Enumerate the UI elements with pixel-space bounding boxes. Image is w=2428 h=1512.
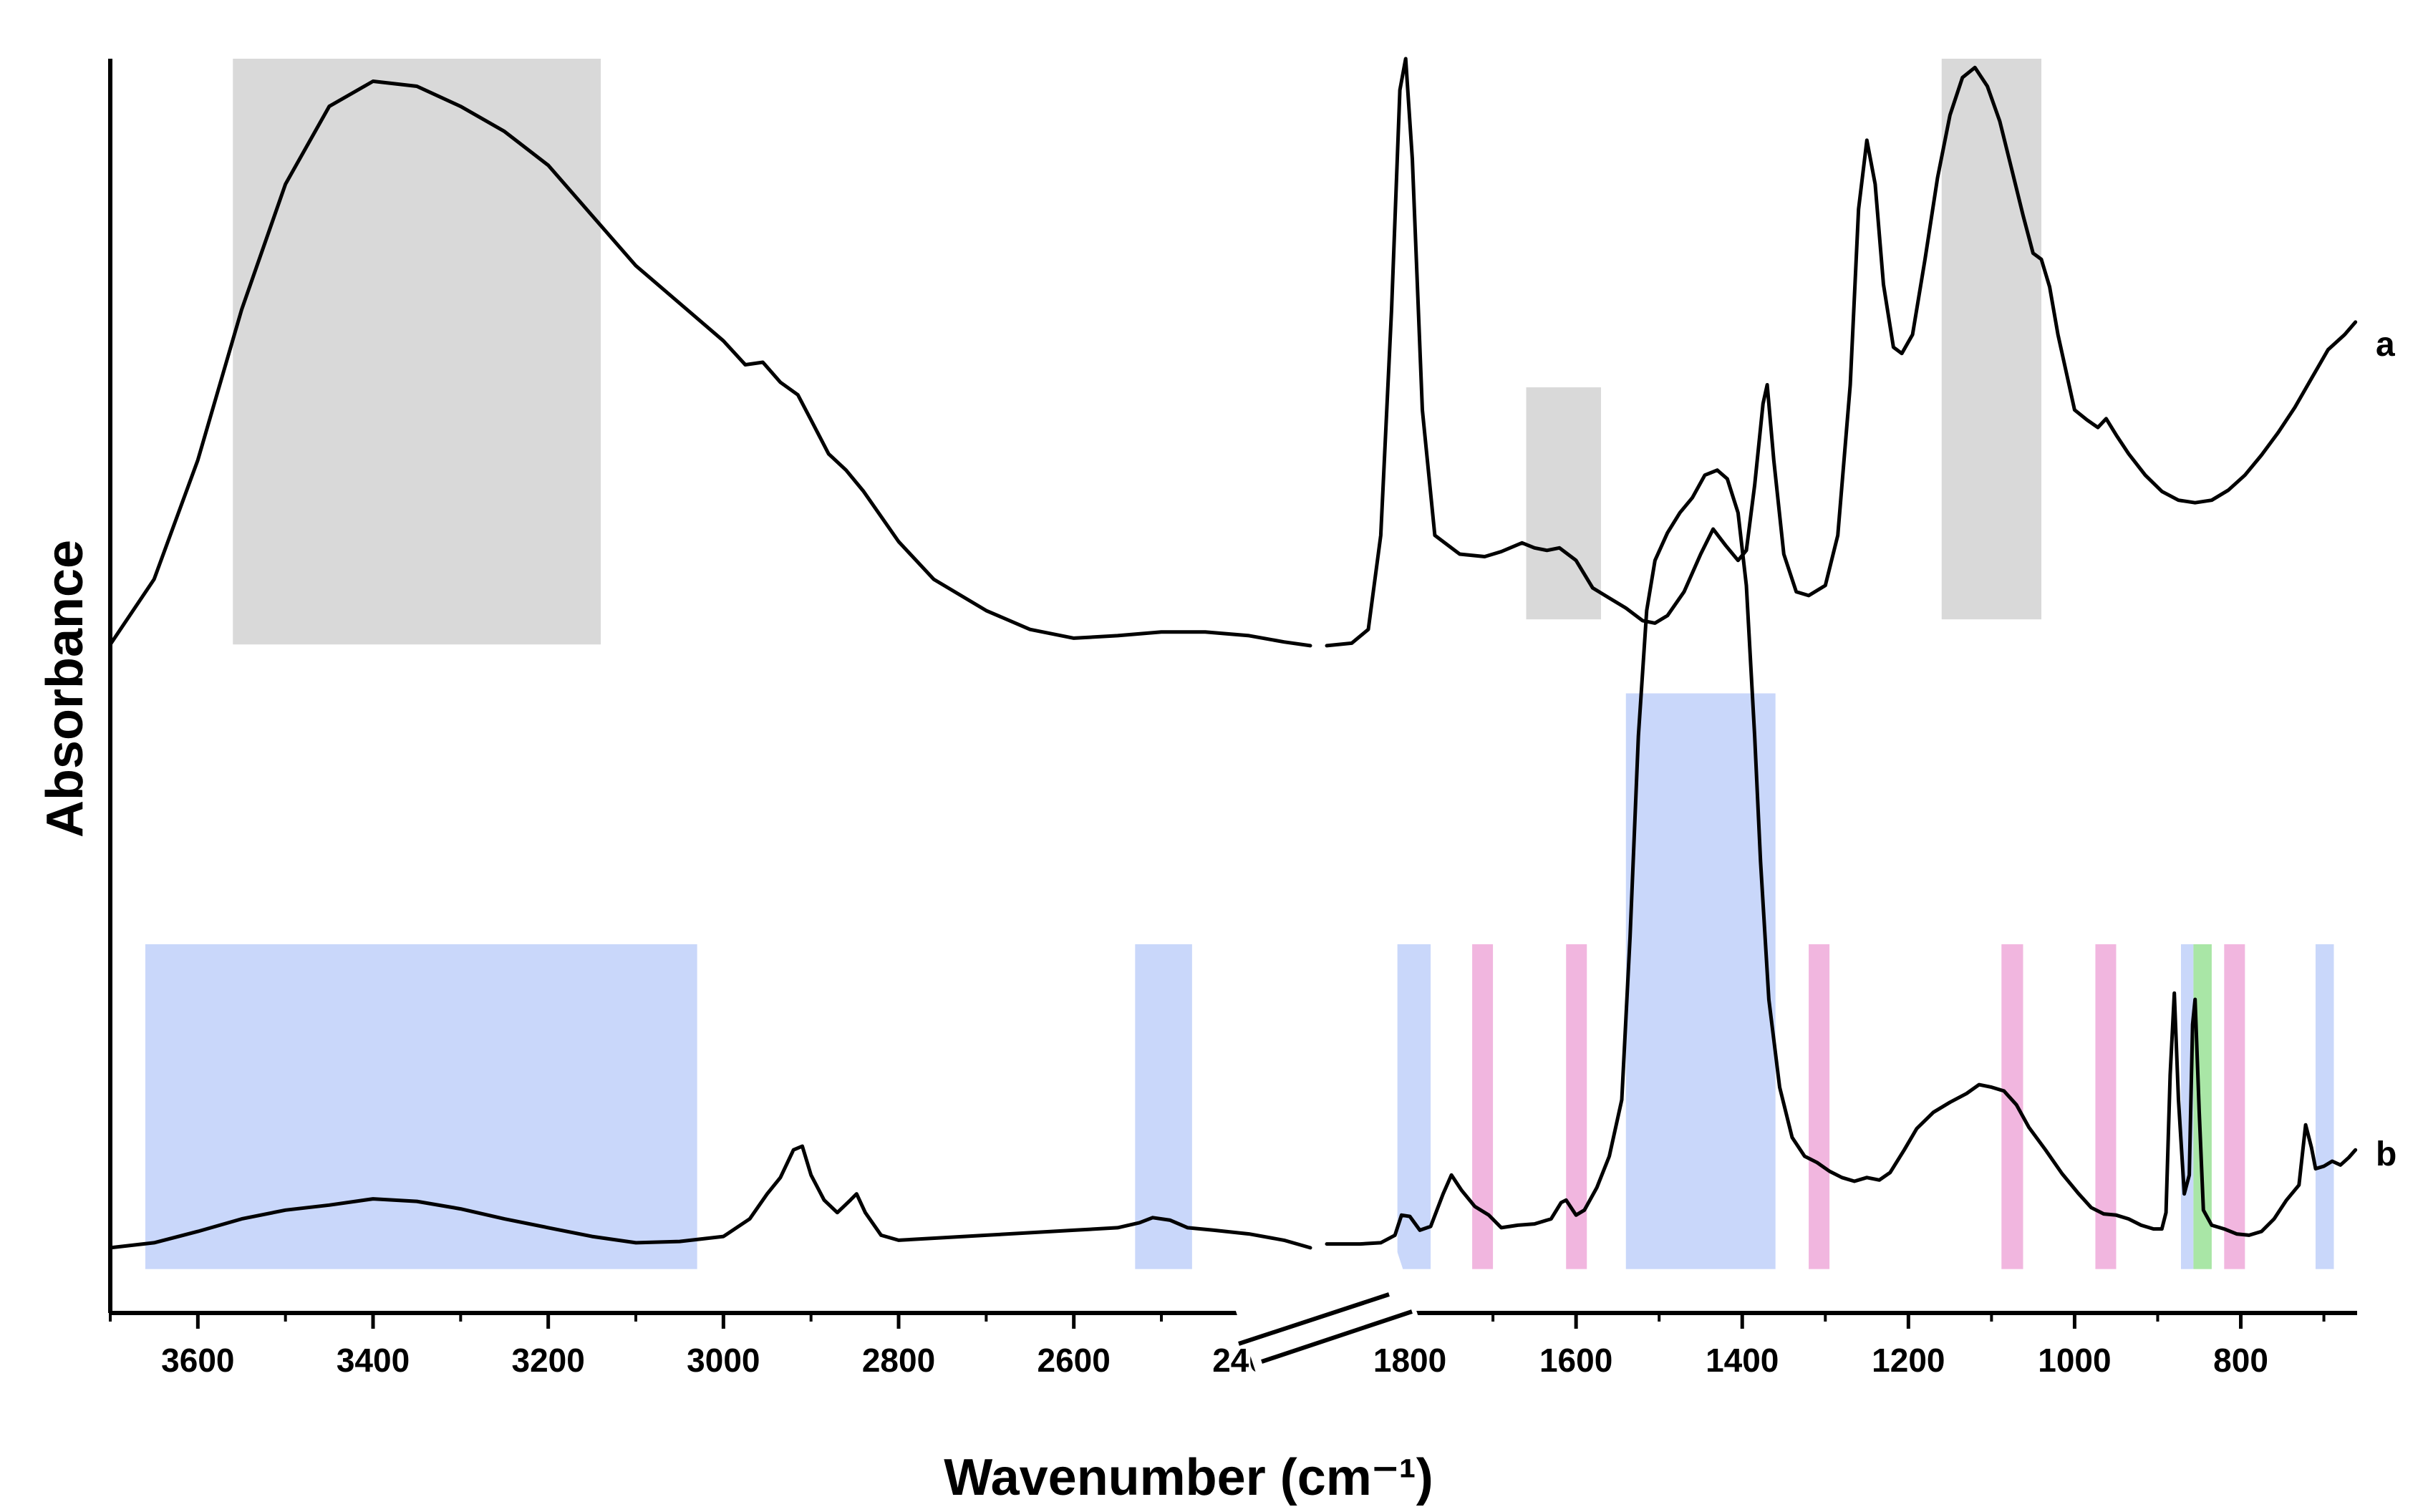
- band-b-blue-3: [145, 944, 697, 1269]
- x-tick-label: 1200: [1872, 1342, 1945, 1379]
- x-tick-label: 3400: [337, 1342, 410, 1379]
- x-tick-label: 2600: [1038, 1342, 1111, 1379]
- y-axis-title: Absorbance: [37, 540, 94, 838]
- highlight-bands: [145, 59, 2334, 1269]
- x-axis-title: Wavenumber (cm⁻¹): [944, 1449, 1433, 1506]
- series-label-b: b: [2376, 1135, 2396, 1173]
- band-b-pink-9: [1472, 944, 1494, 1269]
- x-tick-label: 3600: [161, 1342, 234, 1379]
- x-tick-label: 1600: [1539, 1342, 1612, 1379]
- x-tick-label: 1000: [2038, 1342, 2111, 1379]
- band-b-pink-10: [1566, 944, 1587, 1269]
- x-tick-label: 3200: [512, 1342, 585, 1379]
- band-a-gray-0: [233, 59, 601, 645]
- series-label-a: a: [2376, 326, 2395, 364]
- band-a-gray-2: [1941, 59, 2042, 620]
- band-b-blue-4: [1135, 944, 1192, 1269]
- spectrum-lines: [108, 57, 2358, 1250]
- x-tick-label: 1400: [1706, 1342, 1779, 1379]
- x-tick-label: 2800: [862, 1342, 935, 1379]
- band-b-blue-6: [1625, 693, 1776, 1269]
- band-b-pink-13: [2095, 944, 2117, 1269]
- axes: 3600 3400 3200 3000 2800 2600 2400 1800 1600 1400…: [108, 59, 2357, 1385]
- x-ticks: 3600 3400 3200 3000 2800 2600 2400 1800 1600 1400…: [109, 1313, 2326, 1379]
- band-b-pink-14: [2224, 944, 2245, 1269]
- axis-break-marker: [1233, 1249, 1423, 1385]
- band-b-blue-8: [2315, 944, 2334, 1269]
- x-tick-label: 3000: [687, 1342, 760, 1379]
- spectrum-line-a: [108, 57, 2358, 648]
- x-tick-label: 1800: [1373, 1342, 1446, 1379]
- band-b-pink-11: [1809, 944, 1830, 1269]
- x-tick-label: 800: [2213, 1342, 2268, 1379]
- spectrum-line-b: [108, 468, 2358, 1250]
- band-b-pink-12: [2001, 944, 2023, 1269]
